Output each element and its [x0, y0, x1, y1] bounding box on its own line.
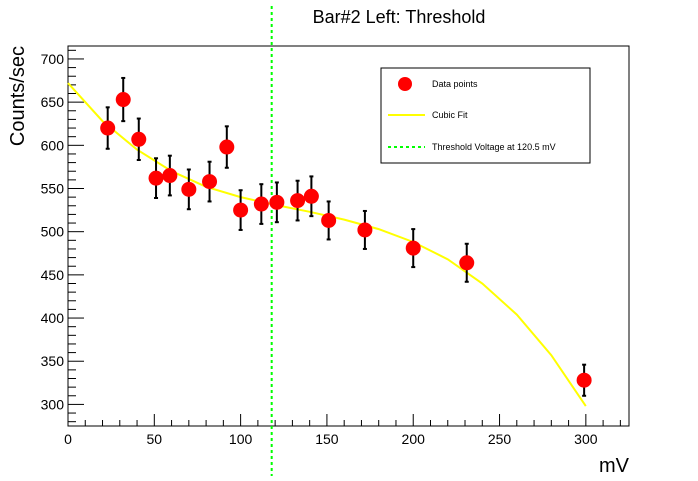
- data-point-marker: [357, 222, 373, 238]
- data-point-marker: [162, 168, 178, 184]
- data-point-marker: [405, 240, 421, 256]
- data-point-marker: [181, 181, 197, 197]
- x-tick-label: 200: [402, 431, 426, 447]
- legend: Data points Cubic Fit Threshold Voltage …: [380, 67, 591, 164]
- data-point: [162, 154, 178, 197]
- chart-title: Bar#2 Left: Threshold: [313, 7, 486, 27]
- y-tick-labels: 300 350 400 450 500 550 600 650 700: [41, 51, 65, 412]
- data-point: [148, 157, 164, 199]
- x-tick-label: 100: [229, 431, 253, 447]
- data-point: [202, 160, 218, 203]
- y-tick-label: 650: [41, 94, 65, 110]
- y-tick-label: 500: [41, 224, 65, 240]
- legend-label-cubic-fit: Cubic Fit: [432, 110, 468, 120]
- data-point-marker: [233, 202, 249, 218]
- data-point: [303, 175, 319, 218]
- data-point: [357, 209, 373, 250]
- data-point: [219, 125, 235, 169]
- data-point-marker: [100, 120, 116, 136]
- data-point-marker: [253, 196, 269, 212]
- y-minor-ticks: [68, 49, 76, 423]
- data-point-marker: [148, 170, 164, 186]
- y-tick-label: 550: [41, 181, 65, 197]
- data-point: [290, 179, 306, 222]
- y-tick-label: 600: [41, 137, 65, 153]
- data-point-marker: [202, 174, 218, 190]
- y-tick-label: 700: [41, 51, 65, 67]
- data-point-marker: [290, 193, 306, 209]
- x-minor-ticks: [84, 420, 621, 426]
- data-point-marker: [303, 188, 319, 204]
- data-point: [253, 183, 269, 225]
- y-tick-label: 350: [41, 353, 65, 369]
- data-point: [459, 242, 475, 283]
- y-axis-label: Counts/sec: [7, 46, 29, 146]
- data-point: [100, 106, 116, 150]
- data-point-marker: [131, 131, 147, 147]
- y-tick-label: 400: [41, 310, 65, 326]
- data-point-marker: [321, 212, 337, 228]
- x-tick-label: 0: [64, 431, 72, 447]
- plot-frame: [67, 45, 630, 427]
- data-point: [131, 117, 147, 161]
- data-point: [321, 200, 337, 241]
- data-point-marker: [219, 139, 235, 155]
- x-tick-label: 50: [147, 431, 163, 447]
- x-axis-label: mV: [599, 455, 630, 476]
- data-point-marker: [115, 92, 131, 108]
- data-points: [100, 76, 592, 397]
- data-point-marker: [269, 194, 285, 210]
- y-tick-label: 300: [41, 396, 65, 412]
- data-point: [115, 76, 131, 123]
- data-point: [233, 189, 249, 231]
- legend-label-data-points: Data points: [432, 79, 478, 89]
- data-point-marker: [459, 255, 475, 271]
- y-major-ticks: [68, 58, 84, 405]
- data-point: [405, 228, 421, 269]
- x-tick-label: 300: [574, 431, 598, 447]
- data-point: [269, 181, 285, 224]
- x-tick-label: 250: [488, 431, 512, 447]
- x-major-ticks: [67, 414, 587, 426]
- data-point: [181, 168, 197, 211]
- data-point: [576, 363, 592, 397]
- y-tick-label: 450: [41, 267, 65, 283]
- x-tick-labels: 0 50 100 150 200 250 300: [64, 431, 598, 447]
- data-point-marker: [576, 372, 592, 388]
- legend-marker-data-points: [398, 77, 412, 91]
- x-tick-label: 150: [315, 431, 339, 447]
- legend-label-threshold: Threshold Voltage at 120.5 mV: [432, 142, 556, 152]
